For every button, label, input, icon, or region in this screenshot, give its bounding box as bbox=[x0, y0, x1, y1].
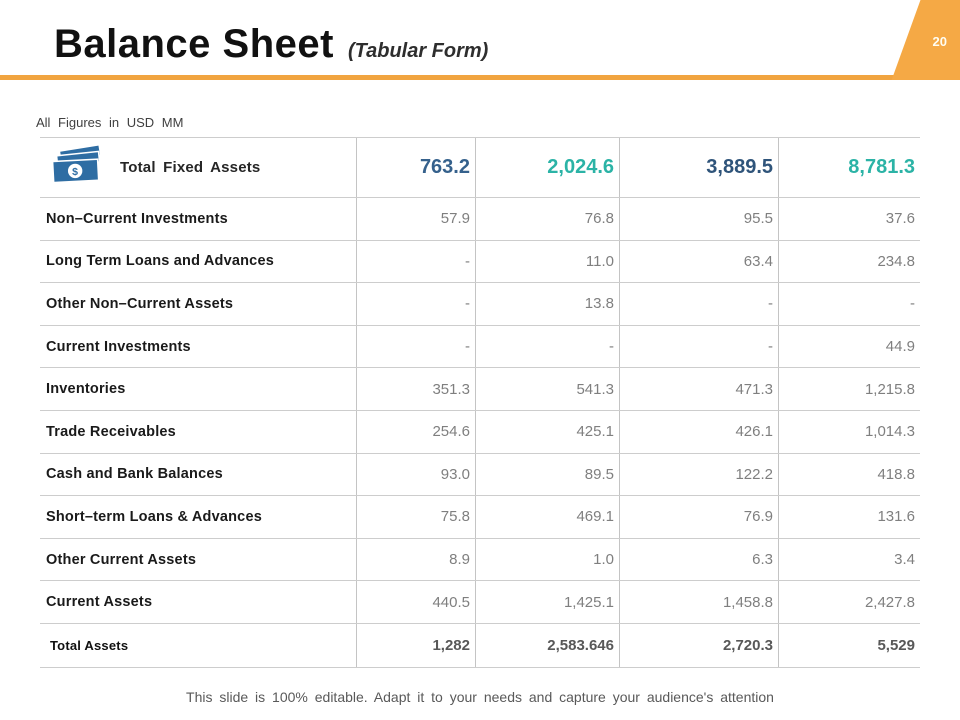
row-label: Other Non–Current Assets bbox=[46, 295, 234, 312]
row-label: Total Assets bbox=[50, 637, 129, 653]
row-value: 418.8 bbox=[778, 453, 920, 496]
table-row: Other Current Assets 8.9 1.0 6.3 3.4 bbox=[40, 538, 920, 582]
row-value: 1,425.1 bbox=[475, 581, 619, 623]
row-value: 76.9 bbox=[619, 496, 778, 538]
row-value: 1,014.3 bbox=[778, 410, 920, 453]
row-value: 426.1 bbox=[619, 410, 778, 453]
row-value: 471.3 bbox=[619, 368, 778, 410]
header-row-label: Total Fixed Assets bbox=[120, 159, 261, 176]
row-value: - bbox=[356, 325, 475, 368]
row-value: 234.8 bbox=[778, 240, 920, 283]
row-value: 37.6 bbox=[778, 198, 920, 240]
page-title: Balance Sheet bbox=[54, 22, 334, 66]
row-value: 3.4 bbox=[778, 538, 920, 581]
units-note: All Figures in USD MM bbox=[36, 115, 184, 130]
page-number: 20 bbox=[932, 34, 947, 49]
row-value: - bbox=[778, 283, 920, 325]
svg-text:$: $ bbox=[72, 165, 78, 177]
row-value: 254.6 bbox=[356, 410, 475, 453]
row-value: 1.0 bbox=[475, 538, 619, 581]
table-row: Cash and Bank Balances 93.0 89.5 122.2 418.8 bbox=[40, 453, 920, 497]
row-value: 75.8 bbox=[356, 496, 475, 538]
table-row: Other Non–Current Assets -13.8- - bbox=[40, 283, 920, 326]
page-number-tab bbox=[891, 0, 960, 80]
row-value: 131.6 bbox=[778, 496, 920, 538]
row-label: Long Term Loans and Advances bbox=[46, 253, 274, 270]
balance-sheet-table: $ Total Fixed Assets 763.2 2,024.6 3,889… bbox=[40, 137, 920, 668]
header-value: 3,889.5 bbox=[619, 138, 778, 197]
row-value: 1,458.8 bbox=[619, 581, 778, 623]
row-value: 469.1 bbox=[475, 496, 619, 538]
page-subtitle: (Tabular Form) bbox=[347, 40, 489, 62]
row-value: - bbox=[619, 283, 778, 325]
row-value: 1,282 bbox=[356, 623, 475, 667]
header-value: 2,024.6 bbox=[475, 138, 619, 197]
table-row: Non–Current Investments 57.9 76.8 95.5 37.6 bbox=[40, 198, 920, 241]
row-value: - bbox=[619, 325, 778, 368]
table-row: Short–term Loans & Advances 75.8 469.1 76.9… bbox=[40, 496, 920, 539]
row-label: Non–Current Investments bbox=[46, 210, 228, 227]
row-value: 122.2 bbox=[619, 453, 778, 496]
row-label: Trade Receivables bbox=[46, 423, 176, 440]
header-value: 763.2 bbox=[356, 138, 475, 197]
row-value: 541.3 bbox=[475, 368, 619, 410]
row-value: 44.9 bbox=[778, 325, 920, 368]
row-value: 2,583.646 bbox=[475, 623, 619, 667]
row-value: 11.0 bbox=[475, 240, 619, 283]
row-value: 76.8 bbox=[475, 198, 619, 240]
row-value: 93.0 bbox=[356, 453, 475, 496]
row-value: 6.3 bbox=[619, 538, 778, 581]
row-value: 440.5 bbox=[356, 581, 475, 623]
accent-divider bbox=[0, 75, 960, 80]
row-value: 13.8 bbox=[475, 283, 619, 325]
table-row: Trade Receivables 254.6 425.1 426.1 1,014.3 bbox=[40, 410, 920, 454]
money-icon: $ bbox=[51, 144, 102, 183]
row-value: 425.1 bbox=[475, 410, 619, 453]
row-value: 8.9 bbox=[356, 538, 475, 581]
row-label: Other Current Assets bbox=[46, 551, 197, 568]
row-value: 63.4 bbox=[619, 240, 778, 283]
table-row: Inventories 351.3 541.3 471.3 1,215.8 bbox=[40, 368, 920, 411]
row-label: Current Investments bbox=[46, 338, 191, 355]
row-label: Current Assets bbox=[46, 594, 153, 611]
row-value: 95.5 bbox=[619, 198, 778, 240]
table-row: Current Investments - - -44.9 bbox=[40, 325, 920, 369]
row-value: - bbox=[356, 283, 475, 325]
row-label: Short–term Loans & Advances bbox=[46, 508, 262, 525]
header-label-cell: $ Total Fixed Assets bbox=[40, 138, 356, 197]
table-total-row: Total Assets 1,282 2,583.646 2,720.3 5,529 bbox=[40, 623, 920, 668]
row-value: 57.9 bbox=[356, 198, 475, 240]
row-value: 2,427.8 bbox=[778, 581, 920, 623]
table-row: Long Term Loans and Advances -11.0 63.4 234… bbox=[40, 240, 920, 284]
row-label: Cash and Bank Balances bbox=[46, 466, 223, 483]
table-header-row: $ Total Fixed Assets 763.2 2,024.6 3,889… bbox=[40, 138, 920, 198]
row-value: 1,215.8 bbox=[778, 368, 920, 410]
row-value: 89.5 bbox=[475, 453, 619, 496]
row-value: 5,529 bbox=[778, 623, 920, 667]
header-value: 8,781.3 bbox=[778, 138, 920, 197]
slide-title-block: Balance Sheet (Tabular Form) bbox=[54, 22, 488, 67]
row-value: 2,720.3 bbox=[619, 623, 778, 667]
row-value: - bbox=[475, 325, 619, 368]
row-value: 351.3 bbox=[356, 368, 475, 410]
footer-note: This slide is 100% editable. Adapt it to… bbox=[186, 689, 774, 705]
table-body: Non–Current Investments 57.9 76.8 95.5 37.6 L… bbox=[40, 198, 920, 668]
row-label: Inventories bbox=[46, 381, 126, 398]
row-value: - bbox=[356, 240, 475, 283]
table-row: Current Assets 440.5 1,425.1 1,458.8 2,427.8 bbox=[40, 581, 920, 624]
